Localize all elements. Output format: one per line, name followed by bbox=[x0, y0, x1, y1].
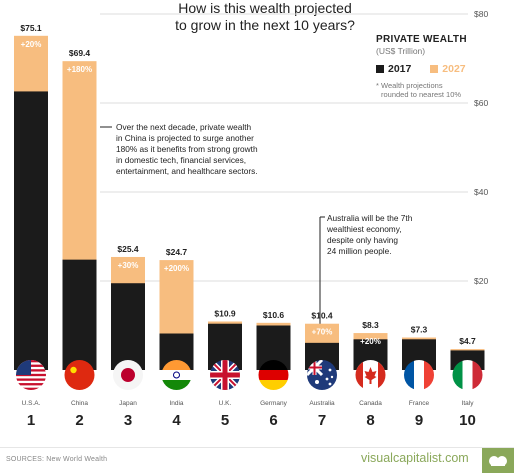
australia-flag-icon bbox=[307, 360, 337, 390]
y-tick-label: $60 bbox=[474, 98, 488, 108]
value-label: $7.3 bbox=[411, 325, 428, 335]
legend: PRIVATE WEALTH (US$ Trillion) 2017 2027 … bbox=[376, 34, 506, 99]
category-label: Japan bbox=[119, 400, 137, 407]
source-text: SOURCES: New World Wealth bbox=[6, 456, 108, 463]
category-label: U.S.A. bbox=[22, 400, 41, 407]
legend-note: * Wealth projections rounded to nearest … bbox=[376, 81, 506, 99]
legend-swatch-2027 bbox=[430, 65, 439, 74]
germany-flag-icon bbox=[258, 360, 289, 390]
growth-label: +70% bbox=[312, 328, 333, 337]
value-label: $10.4 bbox=[311, 311, 333, 321]
canada-flag-icon bbox=[355, 360, 386, 390]
rank-label: 6 bbox=[269, 412, 277, 429]
rank-label: 1 bbox=[27, 412, 35, 429]
category-label: China bbox=[71, 400, 88, 407]
footer: SOURCES: New World Wealth visualcapitali… bbox=[0, 447, 514, 473]
rank-label: 3 bbox=[124, 412, 132, 429]
y-tick-label: $40 bbox=[474, 187, 488, 197]
legend-note-line-2: rounded to nearest 10% bbox=[381, 90, 462, 99]
rank-label: 4 bbox=[172, 412, 181, 429]
value-label: $24.7 bbox=[166, 247, 188, 257]
value-label: $10.6 bbox=[263, 310, 285, 320]
category-label: Germany bbox=[260, 400, 287, 407]
legend-swatch-2017 bbox=[376, 65, 384, 74]
title-line-2: to grow in the next 10 years? bbox=[175, 17, 355, 33]
title-line-1: How is this wealth projected bbox=[178, 0, 352, 16]
rank-label: 7 bbox=[318, 412, 326, 429]
growth-label: +30% bbox=[118, 261, 139, 270]
australia-annotation: Australia will be the 7th wealthiest eco… bbox=[327, 213, 412, 257]
y-tick-label: $20 bbox=[474, 276, 488, 286]
legend-label-2017: 2017 bbox=[388, 63, 412, 76]
growth-label: +180% bbox=[67, 65, 92, 74]
value-label: $10.9 bbox=[214, 308, 236, 318]
category-label: Italy bbox=[462, 400, 475, 407]
china-annotation: Over the next decade, private wealth in … bbox=[116, 122, 258, 177]
rank-label: 9 bbox=[415, 412, 423, 429]
rank-label: 2 bbox=[75, 412, 83, 429]
china-annotation-line: entertainment, and healthcare sectors. bbox=[116, 166, 258, 176]
australia-annotation-line: Australia will be the 7th bbox=[327, 213, 413, 223]
growth-label: +200% bbox=[164, 264, 189, 273]
france-flag-icon bbox=[404, 360, 434, 390]
australia-annotation-line: despite only having bbox=[327, 235, 399, 245]
legend-label-2027: 2027 bbox=[442, 63, 466, 76]
china-annotation-line: in China is projected to surge another bbox=[116, 133, 254, 143]
value-label: $75.1 bbox=[20, 23, 42, 33]
category-label: France bbox=[409, 400, 430, 407]
value-label: $25.4 bbox=[117, 244, 139, 254]
bar-chart: $20 $40 $60 $80 $75.1 +20% U.S.A. 1 $69.4 +180% Ch… bbox=[14, 9, 488, 429]
chart-title: How is this wealth projected to grow in … bbox=[150, 0, 380, 34]
y-tick-label: $80 bbox=[474, 9, 488, 19]
brand-logo-icon bbox=[482, 448, 514, 473]
rank-label: 10 bbox=[459, 412, 476, 429]
australia-annotation-line: 24 million people. bbox=[327, 246, 392, 256]
china-annotation-line: 180% as it benefits from strong growth bbox=[116, 144, 258, 154]
legend-series: 2017 2027 bbox=[376, 63, 506, 75]
category-label: Canada bbox=[359, 400, 382, 407]
brand-link[interactable]: visualcapitalist.com bbox=[361, 451, 469, 465]
growth-label: +20% bbox=[360, 337, 381, 346]
value-label: $8.3 bbox=[362, 320, 379, 330]
bar-2017 bbox=[111, 283, 145, 370]
rank-label: 8 bbox=[366, 412, 374, 429]
india-flag-icon bbox=[161, 360, 192, 390]
category-label: U.K. bbox=[219, 400, 232, 407]
category-label: Australia bbox=[309, 400, 335, 407]
value-label: $69.4 bbox=[69, 48, 91, 58]
rank-label: 5 bbox=[221, 412, 229, 429]
italy-flag-icon bbox=[452, 360, 483, 390]
legend-unit: (US$ Trillion) bbox=[376, 46, 426, 56]
china-annotation-line: in domestic tech, financial services, bbox=[116, 155, 247, 165]
legend-note-line-1: * Wealth projections bbox=[376, 81, 443, 90]
uk-flag-icon bbox=[210, 360, 240, 390]
bar-2017 bbox=[14, 91, 48, 371]
china-flag-icon bbox=[64, 360, 95, 390]
bar-2017 bbox=[62, 259, 97, 370]
value-label: $4.7 bbox=[459, 336, 476, 346]
legend-title: PRIVATE WEALTH bbox=[376, 34, 467, 45]
category-label: India bbox=[169, 400, 183, 407]
china-annotation-line: Over the next decade, private wealth bbox=[116, 122, 252, 132]
usa-flag-icon bbox=[16, 360, 46, 390]
growth-label: +20% bbox=[21, 40, 42, 49]
australia-annotation-line: wealthiest economy, bbox=[327, 224, 402, 234]
japan-flag-icon bbox=[113, 360, 143, 390]
